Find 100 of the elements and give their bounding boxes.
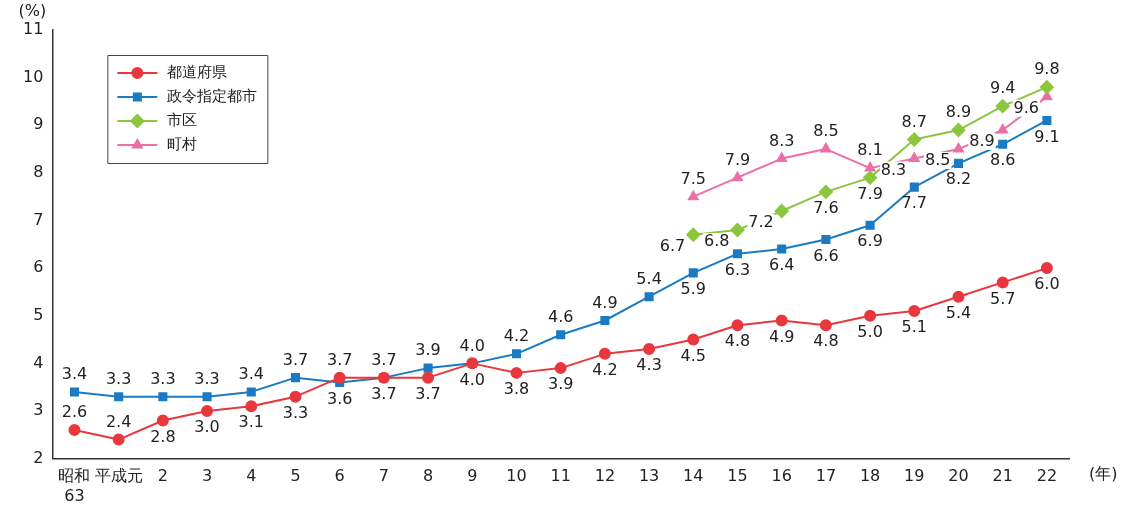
data-label: 9.6	[1013, 97, 1039, 117]
x-axis-title: (年)	[1089, 463, 1118, 483]
data-label: 6.0	[1034, 274, 1060, 294]
x-tick-label: 2	[157, 466, 168, 486]
legend-label: 都道府県	[167, 62, 228, 81]
y-tick-label: 10	[23, 66, 44, 86]
data-label: 4.0	[459, 369, 485, 389]
y-tick-label: 11	[23, 19, 44, 39]
y-tick-label: 5	[33, 304, 44, 324]
x-tick-label: 17	[815, 466, 837, 486]
data-label: 3.7	[282, 349, 309, 369]
y-tick-label: 2	[33, 447, 44, 467]
data-label: 6.8	[704, 231, 730, 251]
data-label: 3.3	[105, 368, 132, 388]
y-tick-label: 4	[33, 352, 44, 372]
x-tick-label: 12	[594, 466, 616, 486]
data-label: 9.4	[989, 78, 1016, 98]
x-tick-label: 15	[727, 466, 748, 486]
data-label: 5.0	[857, 321, 883, 341]
data-label: 8.5	[813, 121, 839, 141]
data-label: 3.1	[238, 412, 264, 432]
x-tick-label: 18	[859, 466, 881, 486]
data-label: 5.4	[636, 268, 662, 288]
x-tick-label: 21	[992, 466, 1013, 486]
data-label: 3.9	[415, 340, 441, 360]
data-label: 5.9	[680, 279, 707, 299]
legend-label: 町村	[167, 134, 198, 153]
data-label: 4.3	[636, 355, 662, 375]
data-label: 6.4	[768, 255, 795, 275]
data-label: 8.2	[945, 169, 972, 189]
data-label: 9.1	[1034, 126, 1060, 146]
x-tick-label: 4	[246, 466, 257, 486]
data-label: 7.9	[857, 183, 883, 203]
data-label: 3.3	[282, 402, 309, 422]
data-label: 3.6	[326, 388, 353, 408]
data-label: 7.7	[901, 193, 928, 213]
data-label: 3.0	[194, 417, 220, 437]
data-label: 7.5	[680, 168, 707, 188]
data-label: 6.3	[724, 259, 751, 279]
data-label: 7.9	[724, 149, 751, 169]
data-label: 3.4	[61, 364, 88, 384]
data-label: 3.7	[326, 349, 353, 369]
data-label: 8.5	[925, 150, 951, 170]
data-label: 3.9	[547, 374, 574, 394]
data-label: 6.7	[659, 235, 686, 255]
x-tick-label: 8	[422, 466, 434, 486]
x-tick-label: 3	[201, 466, 213, 486]
x-tick-label: 10	[506, 466, 527, 486]
data-label: 5.7	[989, 288, 1016, 308]
data-label: 2.8	[150, 426, 176, 446]
data-label: 2.6	[61, 402, 88, 422]
data-label: 8.9	[969, 131, 995, 151]
x-tick-label: 7	[378, 466, 389, 486]
data-label: 8.3	[880, 159, 907, 179]
data-label: 3.7	[415, 383, 441, 403]
data-label: 6.9	[857, 231, 883, 251]
y-tick-label: 7	[33, 209, 44, 229]
data-label: 4.8	[724, 331, 751, 351]
x-tick-label: 9	[467, 466, 478, 486]
x-tick-label: 22	[1036, 466, 1058, 486]
data-label: 8.7	[901, 111, 928, 131]
y-tick-label: 3	[33, 400, 44, 420]
y-tick-label: 9	[33, 114, 44, 134]
data-label: 8.6	[989, 150, 1016, 170]
data-label: 4.0	[459, 335, 485, 355]
legend-label: 政令指定都市	[167, 86, 258, 105]
x-tick-label: 平成元	[94, 466, 143, 486]
x-tick-label: 14	[683, 466, 704, 486]
x-tick-label: 6	[334, 466, 345, 486]
data-label: 4.8	[813, 331, 839, 351]
y-axis-title: (%)	[18, 1, 47, 21]
data-label: 4.2	[503, 325, 530, 345]
x-tick-label: 20	[948, 466, 969, 486]
data-label: 3.4	[238, 364, 264, 384]
data-label: 3.3	[150, 368, 176, 388]
data-label: 5.1	[901, 317, 928, 337]
x-tick-label: 11	[550, 466, 571, 486]
data-label: 3.3	[194, 368, 220, 388]
y-tick-label: 6	[33, 257, 44, 277]
x-tick-label: 5	[290, 466, 301, 486]
data-label: 8.3	[768, 130, 795, 150]
data-label: 2.4	[105, 411, 132, 431]
data-label: 3.7	[371, 383, 397, 403]
data-label: 8.9	[945, 102, 972, 122]
x-tick-label: 13	[638, 466, 660, 486]
data-label: 4.9	[768, 326, 795, 346]
data-label: 7.2	[748, 212, 774, 232]
data-label: 4.2	[592, 359, 618, 379]
data-label: 5.4	[945, 302, 972, 322]
y-tick-label: 8	[33, 162, 44, 182]
data-label: 3.8	[503, 379, 530, 399]
data-label: 3.7	[371, 349, 397, 369]
data-label: 7.6	[813, 198, 839, 218]
legend-label: 市区	[167, 110, 198, 129]
data-label: 6.6	[813, 245, 839, 265]
data-label: 4.9	[592, 292, 618, 312]
x-tick-label: 昭和63	[58, 466, 91, 505]
data-label: 8.1	[857, 140, 883, 160]
x-tick-label: 16	[771, 466, 792, 486]
data-label: 9.8	[1034, 59, 1060, 79]
